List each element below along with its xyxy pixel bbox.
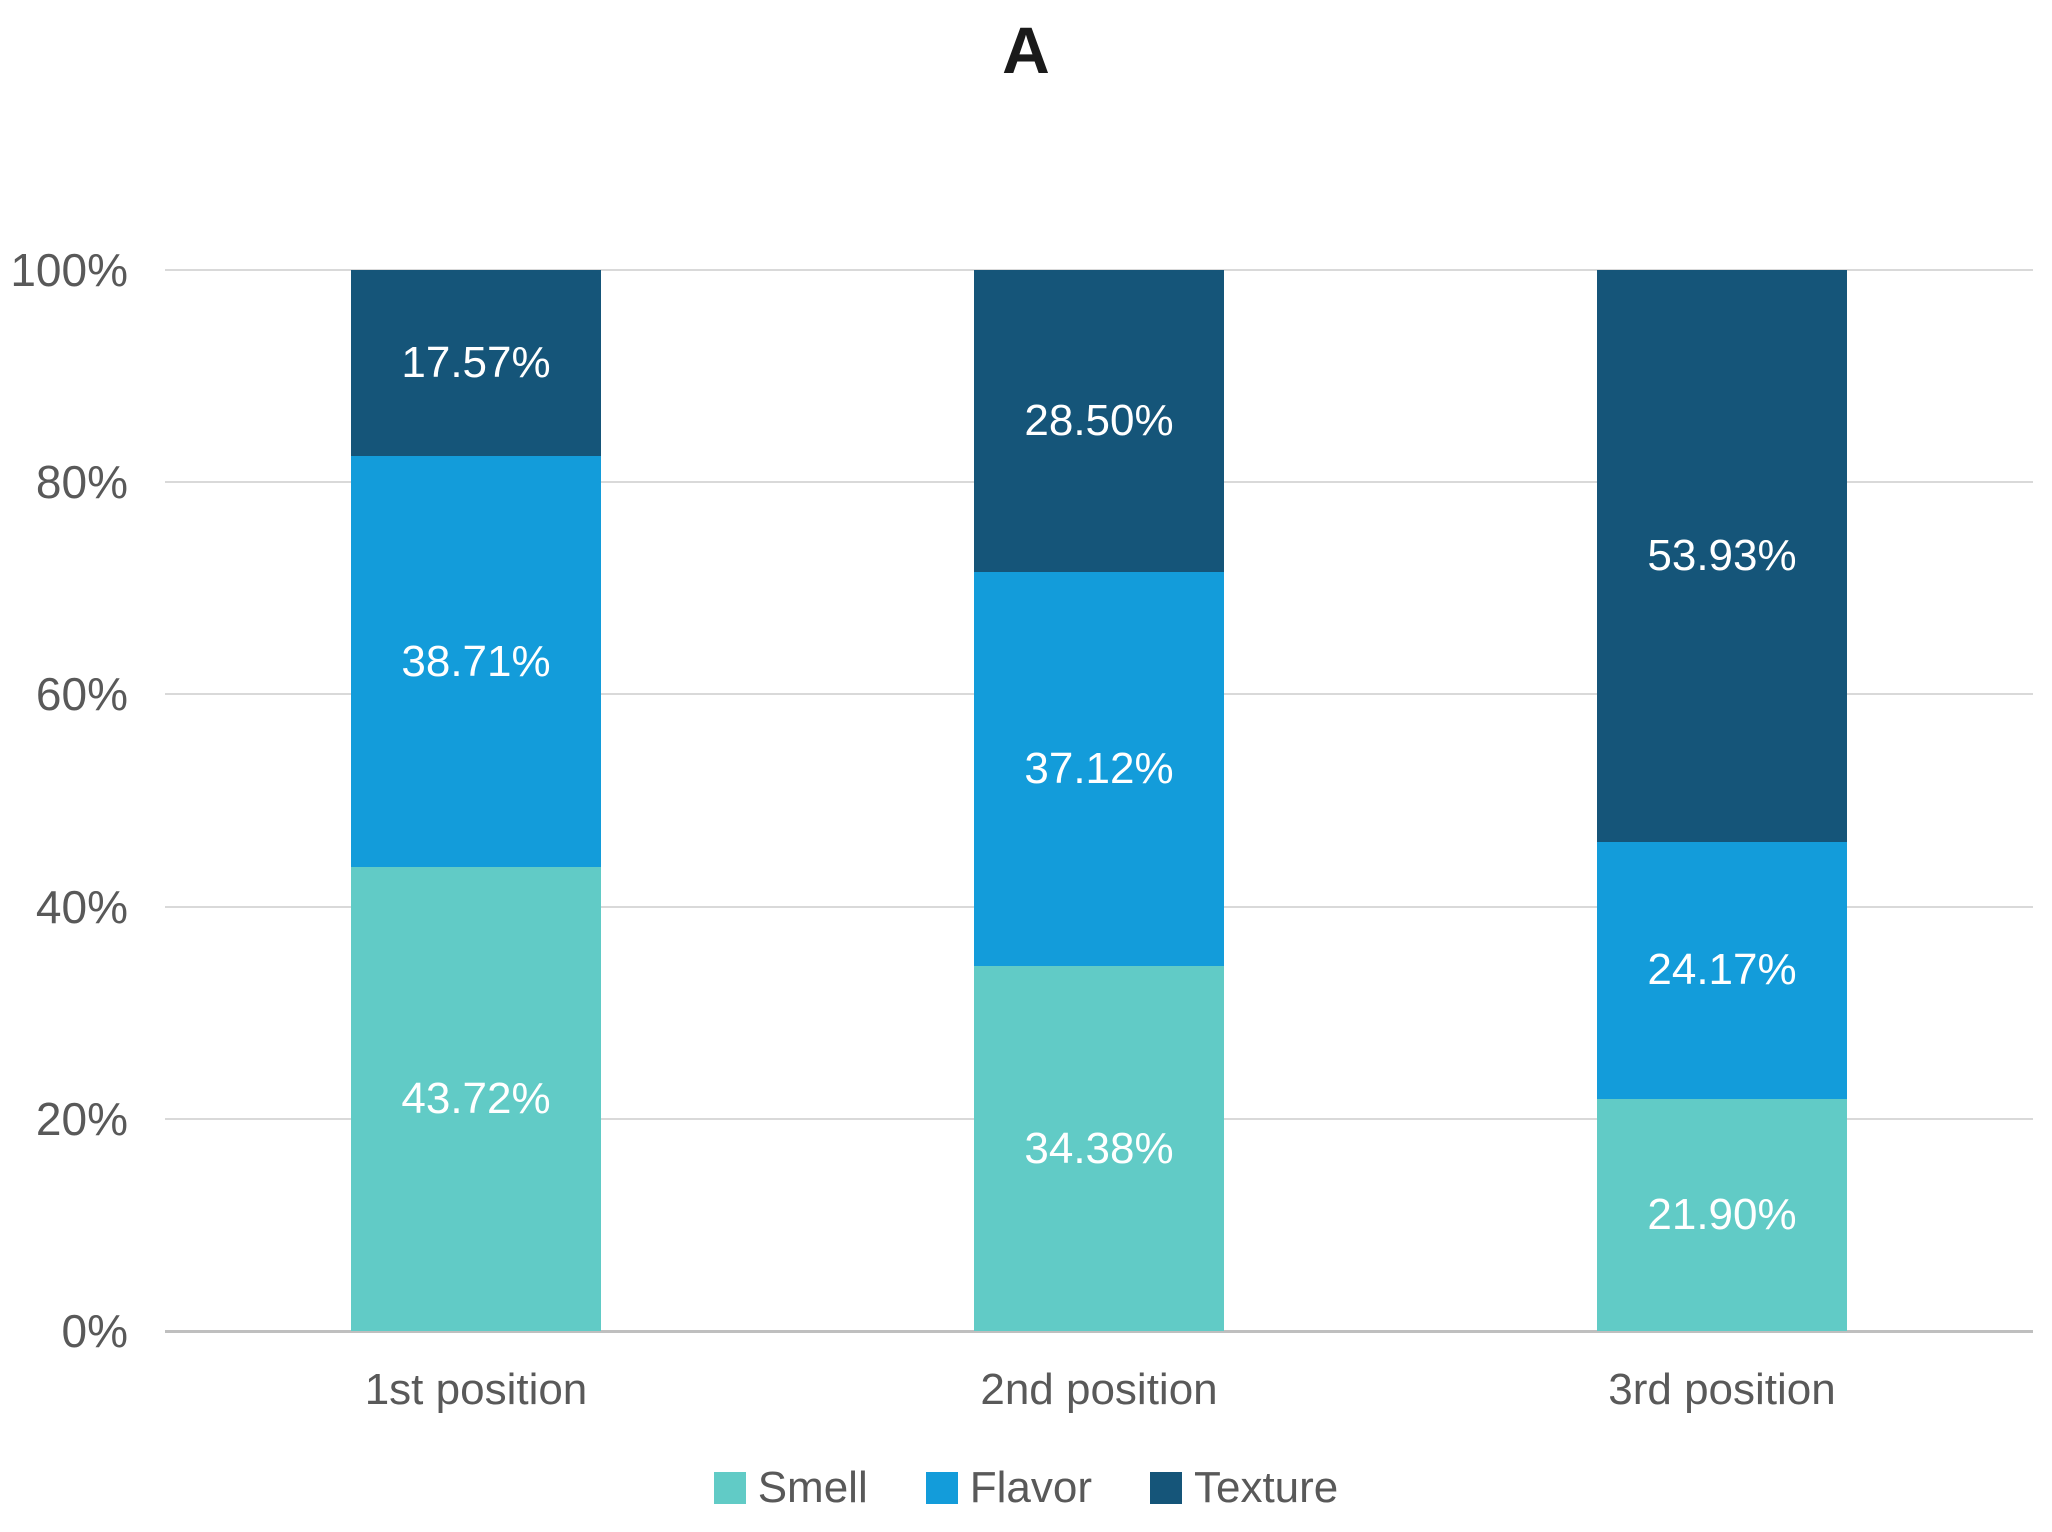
bar-segment-smell: 43.72% bbox=[351, 867, 601, 1331]
legend-swatch-smell-icon bbox=[713, 1472, 746, 1504]
bar-segment-texture: 17.57% bbox=[351, 270, 601, 457]
y-axis-tick-label: 20% bbox=[35, 1092, 128, 1145]
gridline bbox=[165, 269, 2033, 271]
bar-3rd-position: 53.93% 24.17% 21.90% bbox=[1597, 270, 1847, 1331]
legend-item-texture: Texture bbox=[1149, 1462, 1339, 1514]
data-label: 24.17% bbox=[1647, 945, 1797, 995]
y-axis-tick-label: 80% bbox=[35, 456, 128, 509]
legend-label: Texture bbox=[1193, 1463, 1339, 1512]
x-axis-line bbox=[165, 1330, 2033, 1333]
x-axis-label: 3rd position bbox=[1608, 1365, 1836, 1414]
chart-title: A bbox=[1002, 13, 1050, 87]
bar-segment-flavor: 37.12% bbox=[974, 572, 1224, 967]
y-axis-tick-label: 40% bbox=[35, 880, 128, 933]
data-label: 37.12% bbox=[1024, 744, 1174, 794]
legend-swatch-texture-icon bbox=[1149, 1472, 1182, 1504]
x-axis-label: 2nd position bbox=[980, 1365, 1218, 1414]
legend: Smell Flavor Texture bbox=[0, 1462, 2052, 1514]
bar-segment-texture: 53.93% bbox=[1597, 270, 1847, 843]
bar-segment-smell: 34.38% bbox=[974, 966, 1224, 1331]
plot-area: 17.57% 38.71% 43.72% 28.50% 37.12% 34.38% 53.9… bbox=[165, 269, 2033, 1333]
data-label: 21.90% bbox=[1647, 1189, 1797, 1239]
data-label: 43.72% bbox=[401, 1074, 551, 1124]
bar-segment-flavor: 38.71% bbox=[351, 456, 601, 868]
data-label: 28.50% bbox=[1024, 396, 1174, 446]
data-label: 17.57% bbox=[401, 338, 551, 388]
x-axis-label: 1st position bbox=[364, 1365, 588, 1414]
bar-segment-flavor: 24.17% bbox=[1597, 842, 1847, 1099]
legend-item-smell: Smell bbox=[713, 1462, 868, 1514]
legend-label: Smell bbox=[757, 1463, 868, 1512]
data-label: 38.71% bbox=[401, 636, 551, 686]
y-axis-tick-label: 60% bbox=[35, 668, 128, 721]
legend-swatch-flavor-icon bbox=[925, 1472, 958, 1504]
bar-2nd-position: 28.50% 37.12% 34.38% bbox=[974, 270, 1224, 1331]
y-axis-tick-label: 0% bbox=[61, 1305, 128, 1357]
bar-1st-position: 17.57% 38.71% 43.72% bbox=[351, 270, 601, 1331]
legend-item-flavor: Flavor bbox=[925, 1462, 1092, 1514]
bar-segment-smell: 21.90% bbox=[1597, 1098, 1847, 1331]
legend-label: Flavor bbox=[969, 1463, 1092, 1512]
data-label: 34.38% bbox=[1024, 1123, 1174, 1173]
bar-segment-texture: 28.50% bbox=[974, 270, 1224, 573]
y-axis-tick-label: 100% bbox=[10, 244, 128, 296]
data-label: 53.93% bbox=[1647, 531, 1797, 581]
